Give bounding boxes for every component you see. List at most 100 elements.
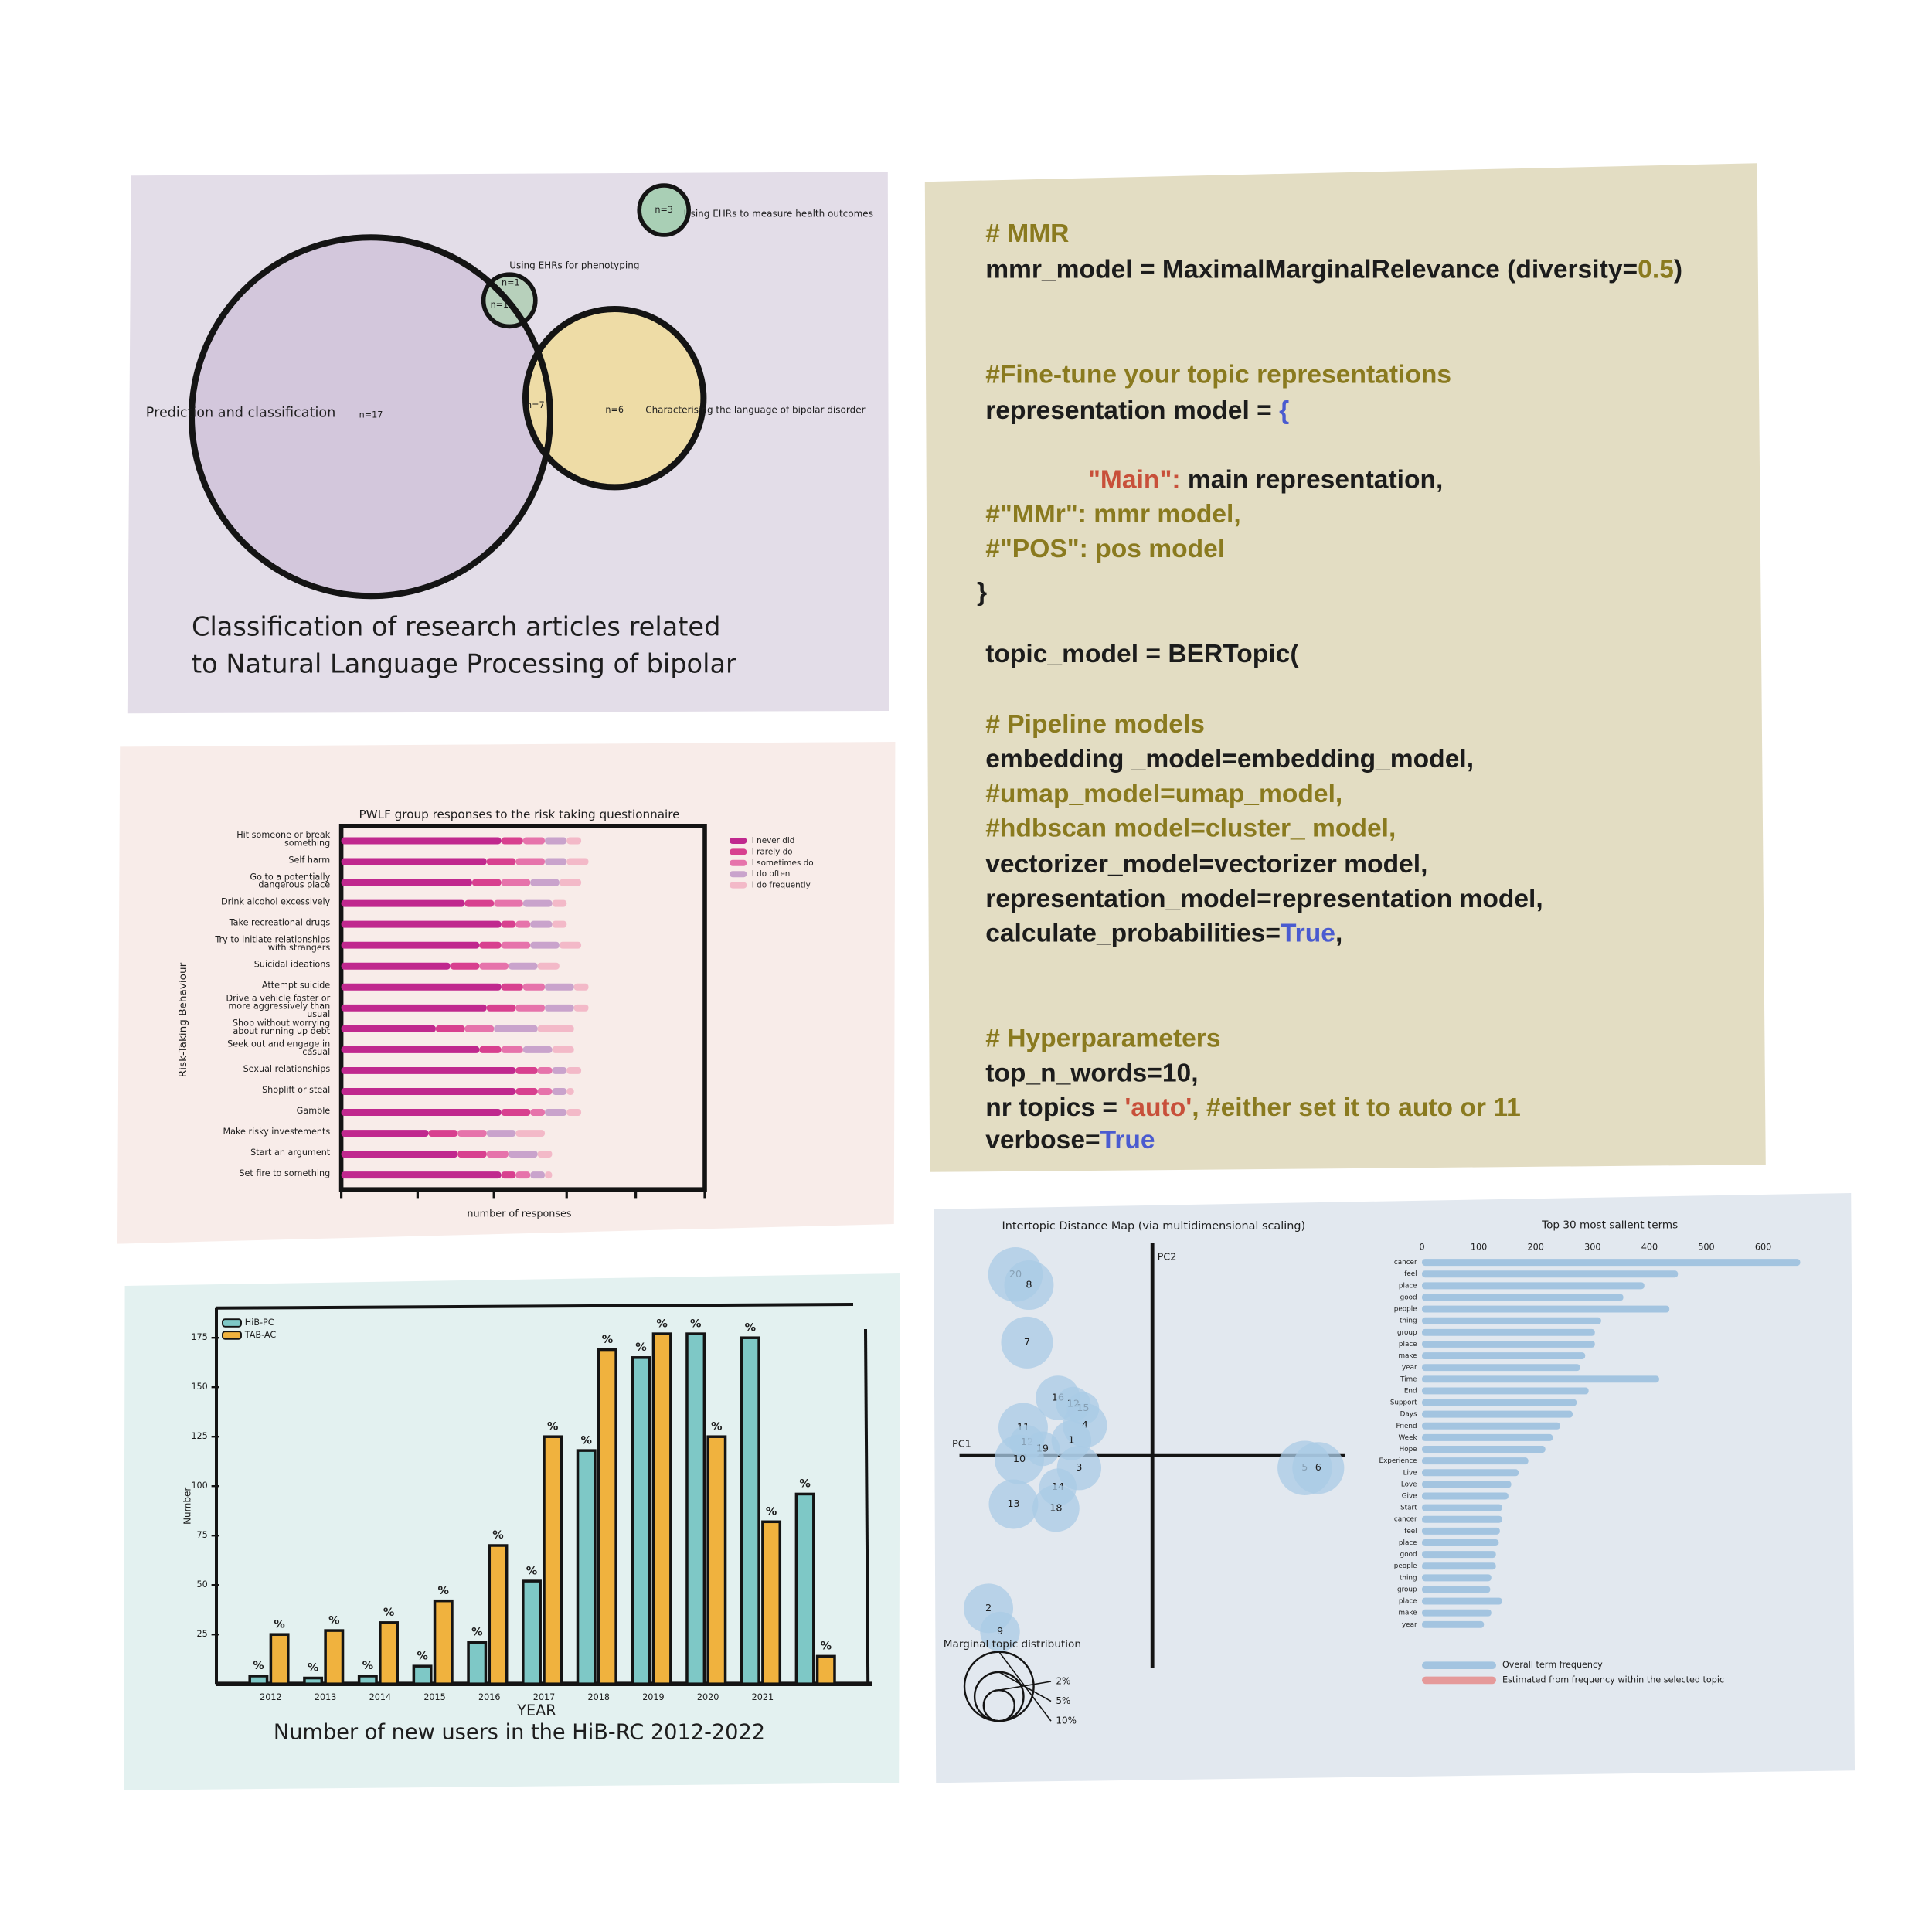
term-label: Time	[1400, 1375, 1417, 1383]
bar-segment	[530, 879, 560, 886]
bar-segment	[494, 899, 523, 907]
bar-segment	[545, 1109, 567, 1116]
code-token: #umap_model=umap_model,	[985, 780, 1342, 808]
category-label: Drive a vehicle faster or	[226, 993, 331, 1003]
bar	[1422, 1562, 1496, 1570]
x-tick-label: 600	[1755, 1242, 1771, 1252]
x-axis-label: number of responses	[467, 1209, 572, 1220]
x-tick-label: 0	[1419, 1242, 1424, 1252]
bar	[1422, 1551, 1496, 1559]
code-token: #"MMr": mmr model,	[985, 500, 1241, 529]
bar-segment	[501, 1046, 523, 1053]
code-token: ,	[1335, 919, 1342, 947]
bar-segment	[530, 920, 553, 928]
bar-segment	[486, 858, 516, 865]
term-label: feel	[1404, 1270, 1417, 1278]
code-line: #hdbscan model=cluster_ model,	[985, 814, 1396, 842]
bar-label: %	[690, 1318, 701, 1330]
topic-bubble	[988, 1479, 1039, 1529]
code-line: "Main": main representation,	[1088, 465, 1443, 494]
bar-segment	[486, 1151, 509, 1158]
legend-swatch	[1422, 1676, 1496, 1685]
set-count: n=17	[359, 410, 383, 420]
bar	[379, 1621, 399, 1685]
bar-segment	[479, 962, 509, 970]
bar-segment	[566, 1109, 582, 1116]
legend-label: HiB-PC	[245, 1318, 274, 1328]
legend-label: I sometimes do	[752, 858, 814, 868]
code-token: representation_model=representation mode…	[985, 885, 1543, 913]
bar	[1422, 1527, 1500, 1535]
topic-label: 6	[1315, 1462, 1321, 1474]
category-label: more aggressively than	[228, 1001, 330, 1012]
chart-title: Top 30 most salient terms	[1541, 1219, 1678, 1232]
bar	[1422, 1457, 1529, 1465]
bar-label: %	[656, 1318, 667, 1330]
bar-segment	[464, 1025, 495, 1032]
bar-label: %	[799, 1478, 810, 1491]
term-label: Week	[1398, 1434, 1417, 1442]
x-tick-label: 2016	[478, 1692, 500, 1702]
bar-segment	[537, 1151, 553, 1158]
bar-segment	[552, 1066, 567, 1074]
code-token: embedding _model=embedding_model,	[985, 745, 1474, 774]
code-token: 'auto'	[1124, 1093, 1192, 1122]
bar-segment	[530, 1109, 546, 1116]
code-panel	[924, 163, 1766, 1172]
bar-label: %	[417, 1650, 427, 1662]
bar-label: %	[821, 1640, 832, 1653]
bar	[412, 1664, 433, 1685]
term-label: Love	[1401, 1481, 1417, 1488]
y-axis-label: Risk-Taking Behaviour	[177, 962, 189, 1077]
category-label: usual	[307, 1009, 330, 1019]
x-axis-label: YEAR	[516, 1702, 556, 1719]
bar-segment	[341, 941, 480, 949]
term-label: cancer	[1394, 1516, 1417, 1524]
x-tick-label: 2013	[315, 1692, 336, 1702]
set-count: n=1	[502, 277, 520, 287]
code-line: verbose=True	[985, 1126, 1155, 1154]
set-area	[526, 309, 704, 488]
topic-bubble	[1032, 1484, 1080, 1532]
category-label: something	[284, 838, 330, 848]
set-name: Prediction and classification	[146, 405, 335, 420]
bar	[488, 1544, 509, 1685]
legend-label: Estimated from frequency within the sele…	[1502, 1674, 1724, 1685]
code-token: main representation,	[1188, 465, 1443, 494]
y-tick-label: 125	[191, 1431, 207, 1441]
bar-segment	[464, 899, 495, 907]
bar-segment	[566, 1066, 582, 1074]
code-token: # Pipeline models	[985, 710, 1205, 739]
set-name: Using EHRs for phenotyping	[509, 260, 639, 271]
category-label: dangerous place	[258, 880, 330, 890]
legend-label: TAB-AC	[244, 1330, 277, 1340]
bar-segment	[341, 1066, 516, 1074]
code-line: # Pipeline models	[985, 710, 1205, 739]
term-label: make	[1398, 1610, 1417, 1617]
bar-segment	[341, 1151, 458, 1158]
term-label: good	[1400, 1551, 1417, 1559]
bar	[467, 1640, 488, 1685]
bar	[1422, 1609, 1492, 1617]
bar-segment	[341, 1025, 436, 1032]
bar-segment	[501, 941, 531, 949]
category-label: Hit someone or break	[236, 830, 330, 840]
y-tick-label: 50	[197, 1579, 208, 1590]
bar-label: %	[711, 1420, 722, 1433]
bar-segment	[515, 858, 546, 865]
bar-label: %	[362, 1660, 373, 1672]
x-tick-label: 400	[1641, 1242, 1658, 1252]
bar-segment	[566, 837, 582, 845]
code-line: top_n_words=10,	[985, 1059, 1198, 1087]
bar-label: %	[253, 1660, 264, 1672]
chart-title: Number of new users in the HiB-RC 2012-2…	[274, 1721, 765, 1745]
bar	[1422, 1433, 1553, 1441]
y-tick-label: 150	[191, 1382, 207, 1392]
bar-segment	[552, 1088, 567, 1095]
code-token: 0.5	[1638, 255, 1674, 284]
bar-segment	[341, 1130, 429, 1137]
code-line: #"POS": pos model	[985, 535, 1225, 563]
code-line: }	[977, 578, 987, 607]
category-label: Shoplift or steal	[262, 1085, 330, 1095]
bar-segment	[471, 879, 502, 886]
